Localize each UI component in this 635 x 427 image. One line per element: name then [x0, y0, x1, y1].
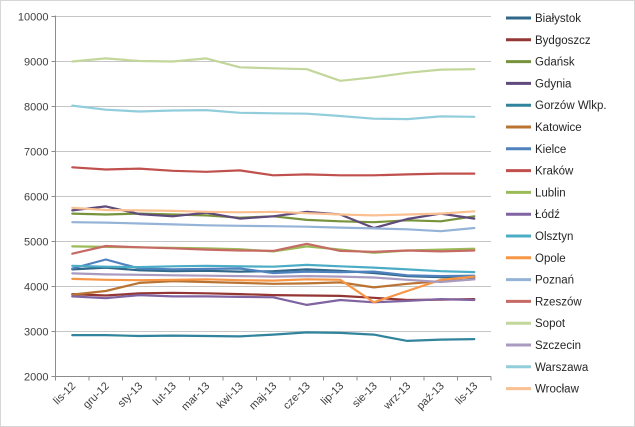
legend-item-kielce: Kielce [506, 144, 566, 156]
x-axis-label: wrz-13 [381, 380, 414, 413]
x-axis-label: lis-12 [51, 380, 78, 407]
y-axis-label: 10000 [18, 12, 49, 24]
legend-item-szczecin: Szczecin [506, 340, 581, 352]
series-line-rzeszow [71, 242, 476, 255]
legend-label: Olsztyn [535, 231, 573, 243]
x-axis-label: lut-13 [151, 380, 179, 408]
legend-item-olsztyn: Olsztyn [506, 231, 573, 243]
x-axis-label: mar-13 [179, 380, 212, 413]
series-line-katowice [71, 278, 476, 296]
legend-item-rzeszow: Rzeszów [506, 296, 582, 308]
legend-item-poznan: Poznań [506, 275, 574, 287]
x-axis-label: paź-13 [415, 380, 447, 412]
legend-item-bydgoszcz: Bydgoszcz [506, 35, 591, 47]
x-axis-label: sty-13 [116, 380, 146, 410]
series-line-olsztyn [71, 263, 476, 274]
legend-label: Katowice [535, 122, 582, 134]
legend-label: Kielce [535, 144, 566, 156]
y-axis-label: 7000 [24, 147, 48, 159]
series-line-sopot [71, 57, 476, 82]
y-axis-labels: 2000 3000 4000 5000 6000 7000 8000 9000 10000 [18, 12, 49, 384]
legend-label: Warszawa [535, 362, 589, 374]
gridlines [51, 16, 491, 377]
legend-label: Sopot [535, 318, 566, 330]
legend-label: Gorzów Wlkp. [535, 100, 607, 112]
legend-label: Lublin [535, 187, 566, 199]
legend-item-gorzow-wlkp: Gorzów Wlkp. [506, 100, 607, 112]
x-axis-label: kwi-13 [215, 380, 246, 411]
legend: Białystok Bydgoszcz Gdańsk Gdynia Gorzów Wlk… [506, 13, 607, 396]
legend-label: Szczecin [535, 340, 581, 352]
legend-item-wroclaw: Wrocław [506, 384, 580, 396]
legend-item-lodz: Łódź [506, 209, 560, 221]
x-axis-label: cze-13 [281, 380, 313, 412]
legend-label: Wrocław [535, 384, 580, 396]
legend-label: Kraków [535, 166, 574, 178]
series-lines [71, 57, 476, 342]
legend-label: Poznań [535, 275, 574, 287]
series-line-wroclaw [71, 206, 476, 217]
series-line-kielce [71, 258, 476, 278]
legend-item-gdansk: Gdańsk [506, 57, 575, 69]
y-axis-label: 5000 [24, 237, 48, 249]
series-line-gdynia [71, 205, 476, 230]
y-axis-label: 8000 [24, 102, 48, 114]
legend-item-warszawa: Warszawa [506, 362, 589, 374]
y-axis-label: 4000 [24, 282, 48, 294]
legend-label: Gdynia [535, 78, 572, 90]
legend-item-krakow: Kraków [506, 166, 574, 178]
legend-item-lublin: Lublin [506, 187, 566, 199]
series-line-poznan [71, 221, 476, 233]
legend-label: Opole [535, 253, 566, 265]
series-line-lodz [71, 294, 476, 306]
x-axis-label: lip-13 [319, 380, 347, 408]
x-axis-label: lis-13 [453, 380, 480, 407]
legend-label: Gdańsk [535, 57, 575, 69]
y-axis-label: 3000 [24, 327, 48, 339]
x-axis-label: sie-13 [350, 380, 380, 410]
legend-item-katowice: Katowice [506, 122, 582, 134]
x-axis-ticks [55, 376, 492, 381]
legend-label: Łódź [535, 209, 560, 221]
y-axis-label: 6000 [24, 192, 48, 204]
x-axis-labels: lis-12 gru-12 sty-13 lut-13 mar-13 kwi-13 maj-… [51, 380, 480, 413]
legend-label: Bydgoszcz [535, 35, 591, 47]
legend-item-gdynia: Gdynia [506, 78, 572, 90]
x-axis-label: maj-13 [247, 380, 279, 412]
legend-label: Rzeszów [535, 296, 582, 308]
y-axis-label: 9000 [24, 57, 48, 69]
series-line-opole [71, 275, 476, 304]
series-line-krakow [71, 166, 476, 177]
legend-label: Białystok [535, 13, 581, 25]
x-axis-label: gru-12 [81, 380, 112, 411]
series-line-gorzow-wlkp [71, 331, 476, 342]
legend-item-opole: Opole [506, 253, 566, 265]
series-line-warszawa [71, 104, 476, 121]
legend-item-sopot: Sopot [506, 318, 566, 330]
legend-item-bialystok: Białystok [506, 13, 581, 25]
series-line-szczecin [71, 272, 476, 284]
y-axis-label: 2000 [24, 372, 48, 384]
